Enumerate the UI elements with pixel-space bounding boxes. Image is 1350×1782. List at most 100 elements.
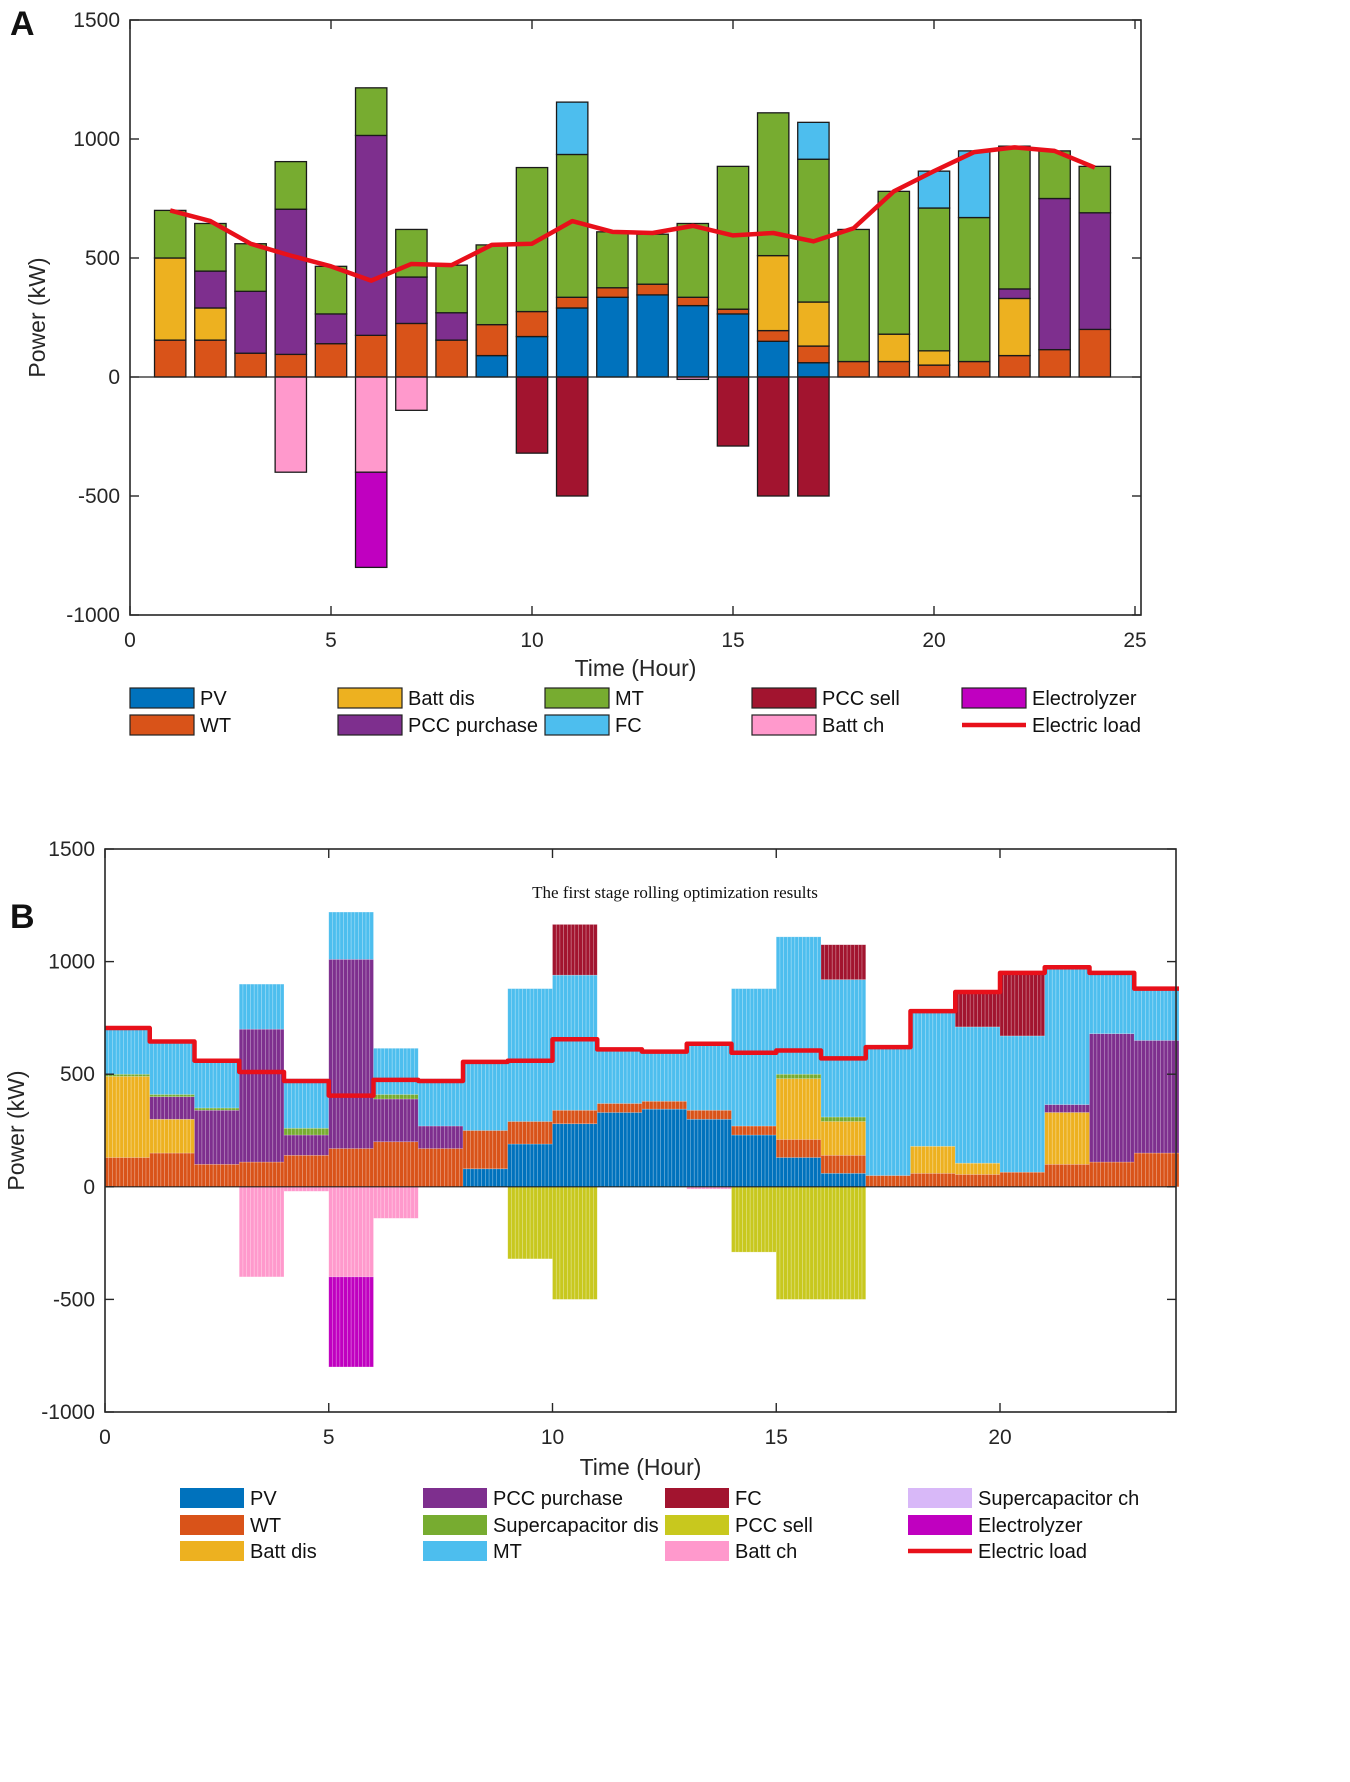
bar-fc bbox=[988, 991, 993, 1028]
y-axis-title: Power (kW) bbox=[24, 257, 50, 377]
bar-pv bbox=[675, 1108, 680, 1188]
bar-pcc-purchase bbox=[1141, 1040, 1146, 1154]
bar-pv bbox=[604, 1112, 609, 1188]
bar-pv bbox=[701, 1118, 706, 1188]
bar-pcc-purchase bbox=[1100, 1033, 1105, 1163]
bar-wt bbox=[354, 1148, 359, 1188]
bar-wt bbox=[1022, 1171, 1027, 1188]
bar-wt bbox=[1167, 1152, 1172, 1188]
bar-pcc-purchase bbox=[220, 1109, 225, 1165]
bar-wt bbox=[435, 339, 468, 378]
bar-pv bbox=[552, 1123, 557, 1188]
bar-pcc-purchase bbox=[314, 313, 348, 345]
bar-batt-ch bbox=[272, 1186, 277, 1278]
bar-mt bbox=[708, 1043, 714, 1111]
bar-wt bbox=[623, 1103, 628, 1113]
bar-batt-dis bbox=[932, 1145, 937, 1174]
bar-pv bbox=[515, 335, 549, 378]
bar-pcc-sell bbox=[757, 1186, 762, 1253]
legend-b: PV WT Batt dis PCC purchase Supercapacitor d… bbox=[180, 1488, 1139, 1563]
bar-pcc-purchase bbox=[399, 1098, 404, 1143]
bar-supercapacitor-dis bbox=[231, 1107, 236, 1111]
bar-pcc-sell bbox=[555, 1186, 561, 1300]
bar-wt bbox=[238, 1161, 244, 1188]
bar-pcc-purchase bbox=[1167, 1040, 1172, 1154]
bar-batt-dis bbox=[977, 1162, 982, 1175]
bar-wt bbox=[798, 1139, 803, 1158]
bar-wt bbox=[503, 1130, 509, 1170]
bar-wt bbox=[291, 1154, 296, 1188]
y-tick-label: 1500 bbox=[73, 9, 120, 32]
bar-mt bbox=[175, 1040, 180, 1095]
bar-wt bbox=[1107, 1161, 1113, 1188]
bar-pv bbox=[772, 1134, 777, 1188]
bar-supercapacitor-dis bbox=[861, 1116, 867, 1122]
bar-wt bbox=[350, 1148, 356, 1188]
bar-wt bbox=[235, 1163, 240, 1188]
bar-pv bbox=[485, 1168, 490, 1188]
bar-pcc-purchase bbox=[216, 1109, 221, 1165]
bar-mt bbox=[108, 1028, 113, 1075]
bar-pcc-sell bbox=[582, 1186, 587, 1300]
bar-mt bbox=[492, 1060, 497, 1131]
bar-batt-dis bbox=[835, 1121, 840, 1156]
bar-batt-ch bbox=[347, 1186, 352, 1278]
bar-wt bbox=[619, 1103, 624, 1113]
bar-supercapacitor-dis bbox=[317, 1127, 322, 1136]
bar-wt bbox=[492, 1130, 497, 1170]
bar-wt bbox=[347, 1148, 352, 1188]
bar-pcc-sell bbox=[559, 1186, 564, 1300]
bar-pcc-purchase bbox=[246, 1028, 251, 1163]
bar-pv bbox=[828, 1172, 833, 1188]
bar-supercapacitor-dis bbox=[201, 1107, 206, 1111]
bar-batt-dis bbox=[954, 1162, 960, 1175]
bar-pv bbox=[496, 1168, 501, 1188]
bar-wt bbox=[787, 1139, 792, 1158]
bar-mt bbox=[1070, 966, 1075, 1105]
bar-fc bbox=[969, 991, 975, 1028]
bar-wt bbox=[895, 1175, 900, 1188]
bar-pv bbox=[742, 1134, 747, 1188]
bar-wt bbox=[1092, 1161, 1098, 1188]
bar-mt bbox=[764, 988, 770, 1127]
bar-batt-ch bbox=[246, 1186, 251, 1278]
x-tick-label: 25 bbox=[1123, 629, 1146, 652]
bar-pcc-purchase bbox=[1152, 1040, 1157, 1154]
bar-mt bbox=[518, 988, 523, 1122]
bar-pv bbox=[705, 1118, 710, 1188]
bar-mt bbox=[272, 983, 277, 1030]
bar-pcc-sell bbox=[731, 1186, 736, 1253]
bar-fc bbox=[981, 991, 986, 1028]
bar-mt bbox=[477, 1060, 482, 1131]
bar-wt bbox=[977, 1174, 982, 1188]
bar-pv bbox=[761, 1134, 766, 1188]
bar-batt-ch bbox=[403, 1186, 408, 1219]
bar-mt bbox=[1137, 988, 1143, 1041]
bar-mt bbox=[376, 1048, 382, 1095]
bar-batt-dis bbox=[973, 1162, 978, 1175]
bar-pcc-purchase bbox=[309, 1134, 315, 1156]
bar-wt bbox=[306, 1154, 311, 1188]
bar-supercapacitor-dis bbox=[287, 1127, 292, 1136]
bar-mt bbox=[1085, 966, 1090, 1105]
bar-batt-ch bbox=[388, 1186, 393, 1219]
bar-pcc-sell bbox=[820, 1186, 826, 1300]
bar-batt-dis bbox=[115, 1076, 121, 1158]
bar-wt bbox=[335, 1148, 341, 1188]
legend-a: PV WT Batt dis PCC purchase MT FC PCC sell Batt… bbox=[129, 687, 1141, 737]
bar-wt bbox=[138, 1157, 143, 1188]
bar-wt bbox=[257, 1161, 262, 1188]
bar-supercapacitor-dis bbox=[179, 1094, 184, 1098]
bar-mt bbox=[335, 911, 341, 960]
x-tick-label: 10 bbox=[520, 629, 543, 652]
y-tick-label: -1000 bbox=[66, 604, 120, 627]
bar-mt bbox=[690, 1043, 695, 1111]
bar-wt bbox=[671, 1100, 676, 1110]
bar-pcc-sell bbox=[738, 1186, 743, 1253]
bar-wt bbox=[272, 1161, 277, 1188]
bar-mt bbox=[447, 1078, 453, 1127]
bar-mt bbox=[183, 1040, 188, 1095]
bar-pcc-purchase bbox=[156, 1096, 162, 1120]
bar-fc bbox=[1025, 972, 1031, 1037]
x-tick-label: 15 bbox=[721, 629, 744, 652]
